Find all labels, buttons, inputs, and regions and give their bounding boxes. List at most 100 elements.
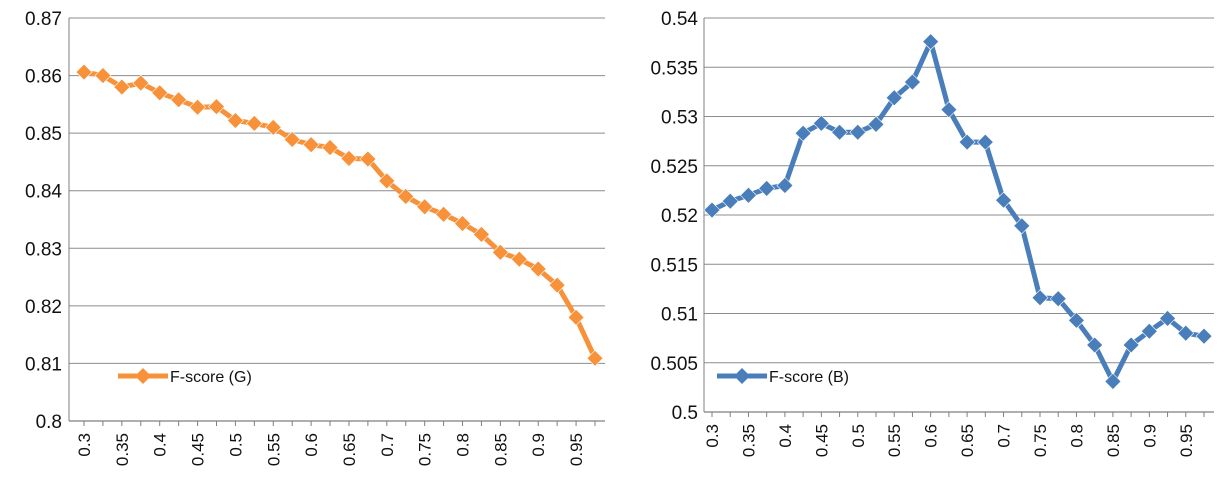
- data-point: [794, 124, 812, 142]
- x-tick-label: 0.3: [75, 433, 94, 457]
- data-point: [189, 98, 206, 116]
- series-line: [81, 69, 598, 361]
- data-point: [1122, 336, 1140, 354]
- data-point: [1068, 311, 1085, 329]
- data-point: [454, 215, 471, 232]
- x-tick-label: 0.9: [529, 433, 548, 457]
- data-point: [75, 63, 93, 81]
- x-tick-label: 0.9: [1140, 424, 1159, 448]
- data-point: [958, 133, 976, 151]
- y-tick-label: 0.81: [25, 354, 62, 375]
- data-point: [264, 118, 282, 136]
- data-point: [758, 179, 776, 197]
- legend-label: F-score (G): [170, 369, 252, 386]
- chart-left-fscore-g: 0.8 0.81 0.82 0.83 0.84 0.85 0.86 0.87 0.3 0.35 0.…: [25, 9, 605, 466]
- x-tick-label: 0.6: [922, 424, 941, 448]
- data-point: [151, 84, 169, 102]
- x-tick-label: 0.8: [454, 433, 473, 457]
- data-point: [397, 188, 415, 205]
- y-tick-label: 0.535: [650, 58, 698, 79]
- y-tick-label: 0.87: [25, 9, 62, 30]
- data-point: [849, 123, 867, 141]
- x-tick-label: 0.7: [378, 433, 397, 457]
- data-point: [416, 198, 434, 216]
- data-point: [776, 177, 794, 194]
- data-point: [1195, 327, 1213, 345]
- x-tick-label: 0.65: [340, 433, 359, 466]
- data-point: [740, 186, 757, 204]
- data-point: [529, 260, 547, 278]
- y-tick-label: 0.53: [661, 108, 698, 129]
- y-tick-label: 0.83: [25, 239, 62, 260]
- x-tick-label: 0.55: [885, 424, 904, 457]
- data-point: [976, 133, 994, 151]
- y-tick-label: 0.525: [650, 157, 698, 178]
- data-point: [831, 123, 848, 141]
- x-tick-label: 0.45: [812, 424, 831, 457]
- legend: F-score (B): [717, 368, 849, 386]
- data-point: [721, 192, 739, 210]
- data-point: [703, 201, 721, 219]
- data-point: [867, 115, 885, 133]
- data-point: [1031, 289, 1049, 307]
- y-tick-label: 0.82: [25, 297, 62, 318]
- data-point: [378, 172, 396, 190]
- y-tick-label: 0.51: [661, 305, 698, 326]
- data-point: [1177, 324, 1195, 342]
- x-tick-label: 0.55: [264, 433, 283, 466]
- data-point: [226, 112, 244, 129]
- x-tick-label: 0.6: [302, 433, 321, 457]
- y-tick-label: 0.515: [650, 255, 698, 276]
- x-tick-label: 0.95: [1177, 424, 1196, 457]
- data-point: [922, 33, 940, 51]
- x-tick-label: 0.4: [776, 424, 795, 448]
- data-point: [1140, 322, 1158, 340]
- x-tick-label: 0.95: [567, 433, 586, 466]
- x-tick-label: 0.4: [151, 433, 170, 457]
- x-tick-label: 0.65: [958, 424, 977, 457]
- series-line: [709, 39, 1207, 384]
- data-point: [995, 191, 1012, 209]
- x-tick-label: 0.7: [995, 424, 1014, 448]
- x-tick-label: 0.3: [703, 424, 722, 448]
- data-point: [1159, 310, 1176, 327]
- x-tick-label: 0.35: [113, 433, 132, 466]
- x-tick-label: 0.8: [1067, 424, 1086, 448]
- data-point: [245, 114, 263, 132]
- chart-right-fscore-b: 0.5 0.505 0.51 0.515 0.52 0.525 0.53 0.535 0.54 0…: [650, 9, 1214, 457]
- data-point: [340, 150, 358, 167]
- data-point: [940, 101, 958, 119]
- data-point: [586, 349, 604, 367]
- data-point: [321, 139, 339, 156]
- x-tick-label: 0.75: [416, 433, 435, 466]
- data-point: [567, 308, 585, 326]
- legend-marker: [734, 368, 750, 384]
- x-tick-label: 0.85: [491, 433, 510, 466]
- x-tick-label: 0.35: [739, 424, 758, 457]
- x-tick-label: 0.45: [189, 433, 208, 466]
- y-tick-label: 0.8: [36, 412, 62, 433]
- x-tick-label: 0.5: [226, 433, 245, 457]
- data-point: [1013, 217, 1031, 235]
- data-point: [510, 250, 528, 268]
- y-tick-label: 0.84: [25, 182, 62, 203]
- data-point: [1086, 336, 1104, 354]
- x-tick-label: 0.5: [849, 424, 868, 448]
- data-point: [812, 114, 830, 132]
- data-point: [132, 74, 150, 92]
- y-tick-label: 0.5: [672, 403, 698, 424]
- legend-marker: [135, 368, 151, 384]
- data-point: [473, 226, 490, 243]
- legend: F-score (G): [118, 368, 252, 386]
- legend-label: F-score (B): [769, 369, 849, 386]
- data-point: [113, 78, 131, 96]
- data-point: [491, 243, 509, 261]
- data-point: [435, 205, 453, 223]
- data-point: [548, 276, 566, 294]
- data-point: [1104, 373, 1122, 390]
- data-point: [1049, 290, 1067, 308]
- data-point: [302, 136, 320, 154]
- y-tick-label: 0.85: [25, 124, 62, 145]
